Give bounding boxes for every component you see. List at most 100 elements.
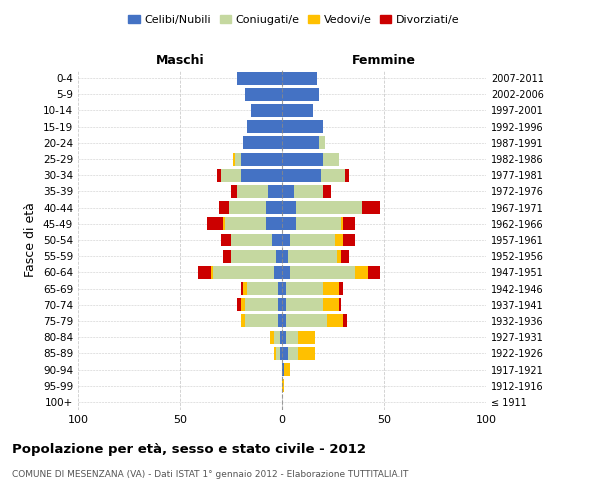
Bar: [237, 72, 282, 85]
Bar: [231, 185, 237, 198]
Bar: [282, 314, 286, 328]
Bar: [355, 266, 368, 279]
Bar: [282, 88, 319, 101]
Bar: [225, 218, 266, 230]
Bar: [296, 201, 362, 214]
Bar: [211, 266, 212, 279]
Bar: [223, 218, 225, 230]
Bar: [286, 314, 327, 328]
Bar: [241, 282, 243, 295]
Bar: [241, 314, 245, 328]
Bar: [282, 347, 288, 360]
Bar: [294, 185, 323, 198]
Bar: [245, 314, 278, 328]
Bar: [247, 120, 282, 133]
Bar: [237, 298, 241, 311]
Bar: [282, 282, 286, 295]
Bar: [284, 363, 290, 376]
Bar: [280, 330, 282, 344]
Bar: [286, 298, 323, 311]
Bar: [251, 104, 282, 117]
Bar: [339, 298, 341, 311]
Bar: [278, 314, 282, 328]
Bar: [290, 234, 335, 246]
Bar: [243, 282, 247, 295]
Bar: [282, 298, 286, 311]
Bar: [270, 330, 274, 344]
Bar: [241, 169, 282, 181]
Bar: [290, 266, 355, 279]
Bar: [296, 218, 341, 230]
Bar: [243, 136, 282, 149]
Bar: [282, 72, 317, 85]
Bar: [343, 234, 355, 246]
Bar: [212, 266, 274, 279]
Bar: [319, 136, 325, 149]
Bar: [274, 330, 280, 344]
Bar: [241, 152, 282, 166]
Bar: [223, 250, 231, 262]
Bar: [274, 347, 276, 360]
Bar: [272, 234, 282, 246]
Bar: [282, 218, 296, 230]
Bar: [217, 169, 221, 181]
Bar: [276, 250, 282, 262]
Bar: [368, 266, 380, 279]
Bar: [321, 169, 345, 181]
Bar: [282, 169, 321, 181]
Bar: [282, 152, 323, 166]
Bar: [268, 185, 282, 198]
Bar: [266, 201, 282, 214]
Bar: [282, 120, 323, 133]
Bar: [282, 136, 319, 149]
Text: COMUNE DI MESENZANA (VA) - Dati ISTAT 1° gennaio 2012 - Elaborazione TUTTITALIA.: COMUNE DI MESENZANA (VA) - Dati ISTAT 1°…: [12, 470, 409, 479]
Bar: [241, 298, 245, 311]
Legend: Celibi/Nubili, Coniugati/e, Vedovi/e, Divorziati/e: Celibi/Nubili, Coniugati/e, Vedovi/e, Di…: [124, 10, 464, 29]
Bar: [266, 218, 282, 230]
Bar: [245, 298, 278, 311]
Bar: [274, 266, 282, 279]
Bar: [282, 379, 284, 392]
Bar: [276, 347, 280, 360]
Bar: [221, 234, 231, 246]
Text: Popolazione per età, sesso e stato civile - 2012: Popolazione per età, sesso e stato civil…: [12, 442, 366, 456]
Bar: [278, 282, 282, 295]
Bar: [282, 363, 284, 376]
Bar: [286, 282, 323, 295]
Bar: [282, 185, 294, 198]
Bar: [245, 88, 282, 101]
Bar: [231, 250, 276, 262]
Bar: [323, 152, 339, 166]
Bar: [288, 250, 337, 262]
Bar: [286, 330, 298, 344]
Bar: [337, 250, 341, 262]
Bar: [247, 282, 278, 295]
Bar: [362, 201, 380, 214]
Bar: [282, 201, 296, 214]
Bar: [282, 266, 290, 279]
Bar: [282, 330, 286, 344]
Bar: [341, 250, 349, 262]
Bar: [229, 201, 266, 214]
Bar: [235, 152, 241, 166]
Bar: [219, 201, 229, 214]
Text: Femmine: Femmine: [352, 54, 416, 67]
Bar: [280, 347, 282, 360]
Bar: [282, 250, 288, 262]
Bar: [282, 104, 313, 117]
Bar: [343, 314, 347, 328]
Bar: [199, 266, 211, 279]
Bar: [221, 169, 241, 181]
Bar: [231, 234, 272, 246]
Bar: [341, 218, 343, 230]
Bar: [339, 282, 343, 295]
Bar: [323, 298, 339, 311]
Bar: [206, 218, 223, 230]
Bar: [298, 330, 314, 344]
Bar: [282, 234, 290, 246]
Bar: [323, 282, 339, 295]
Bar: [233, 152, 235, 166]
Bar: [345, 169, 349, 181]
Bar: [298, 347, 314, 360]
Bar: [343, 218, 355, 230]
